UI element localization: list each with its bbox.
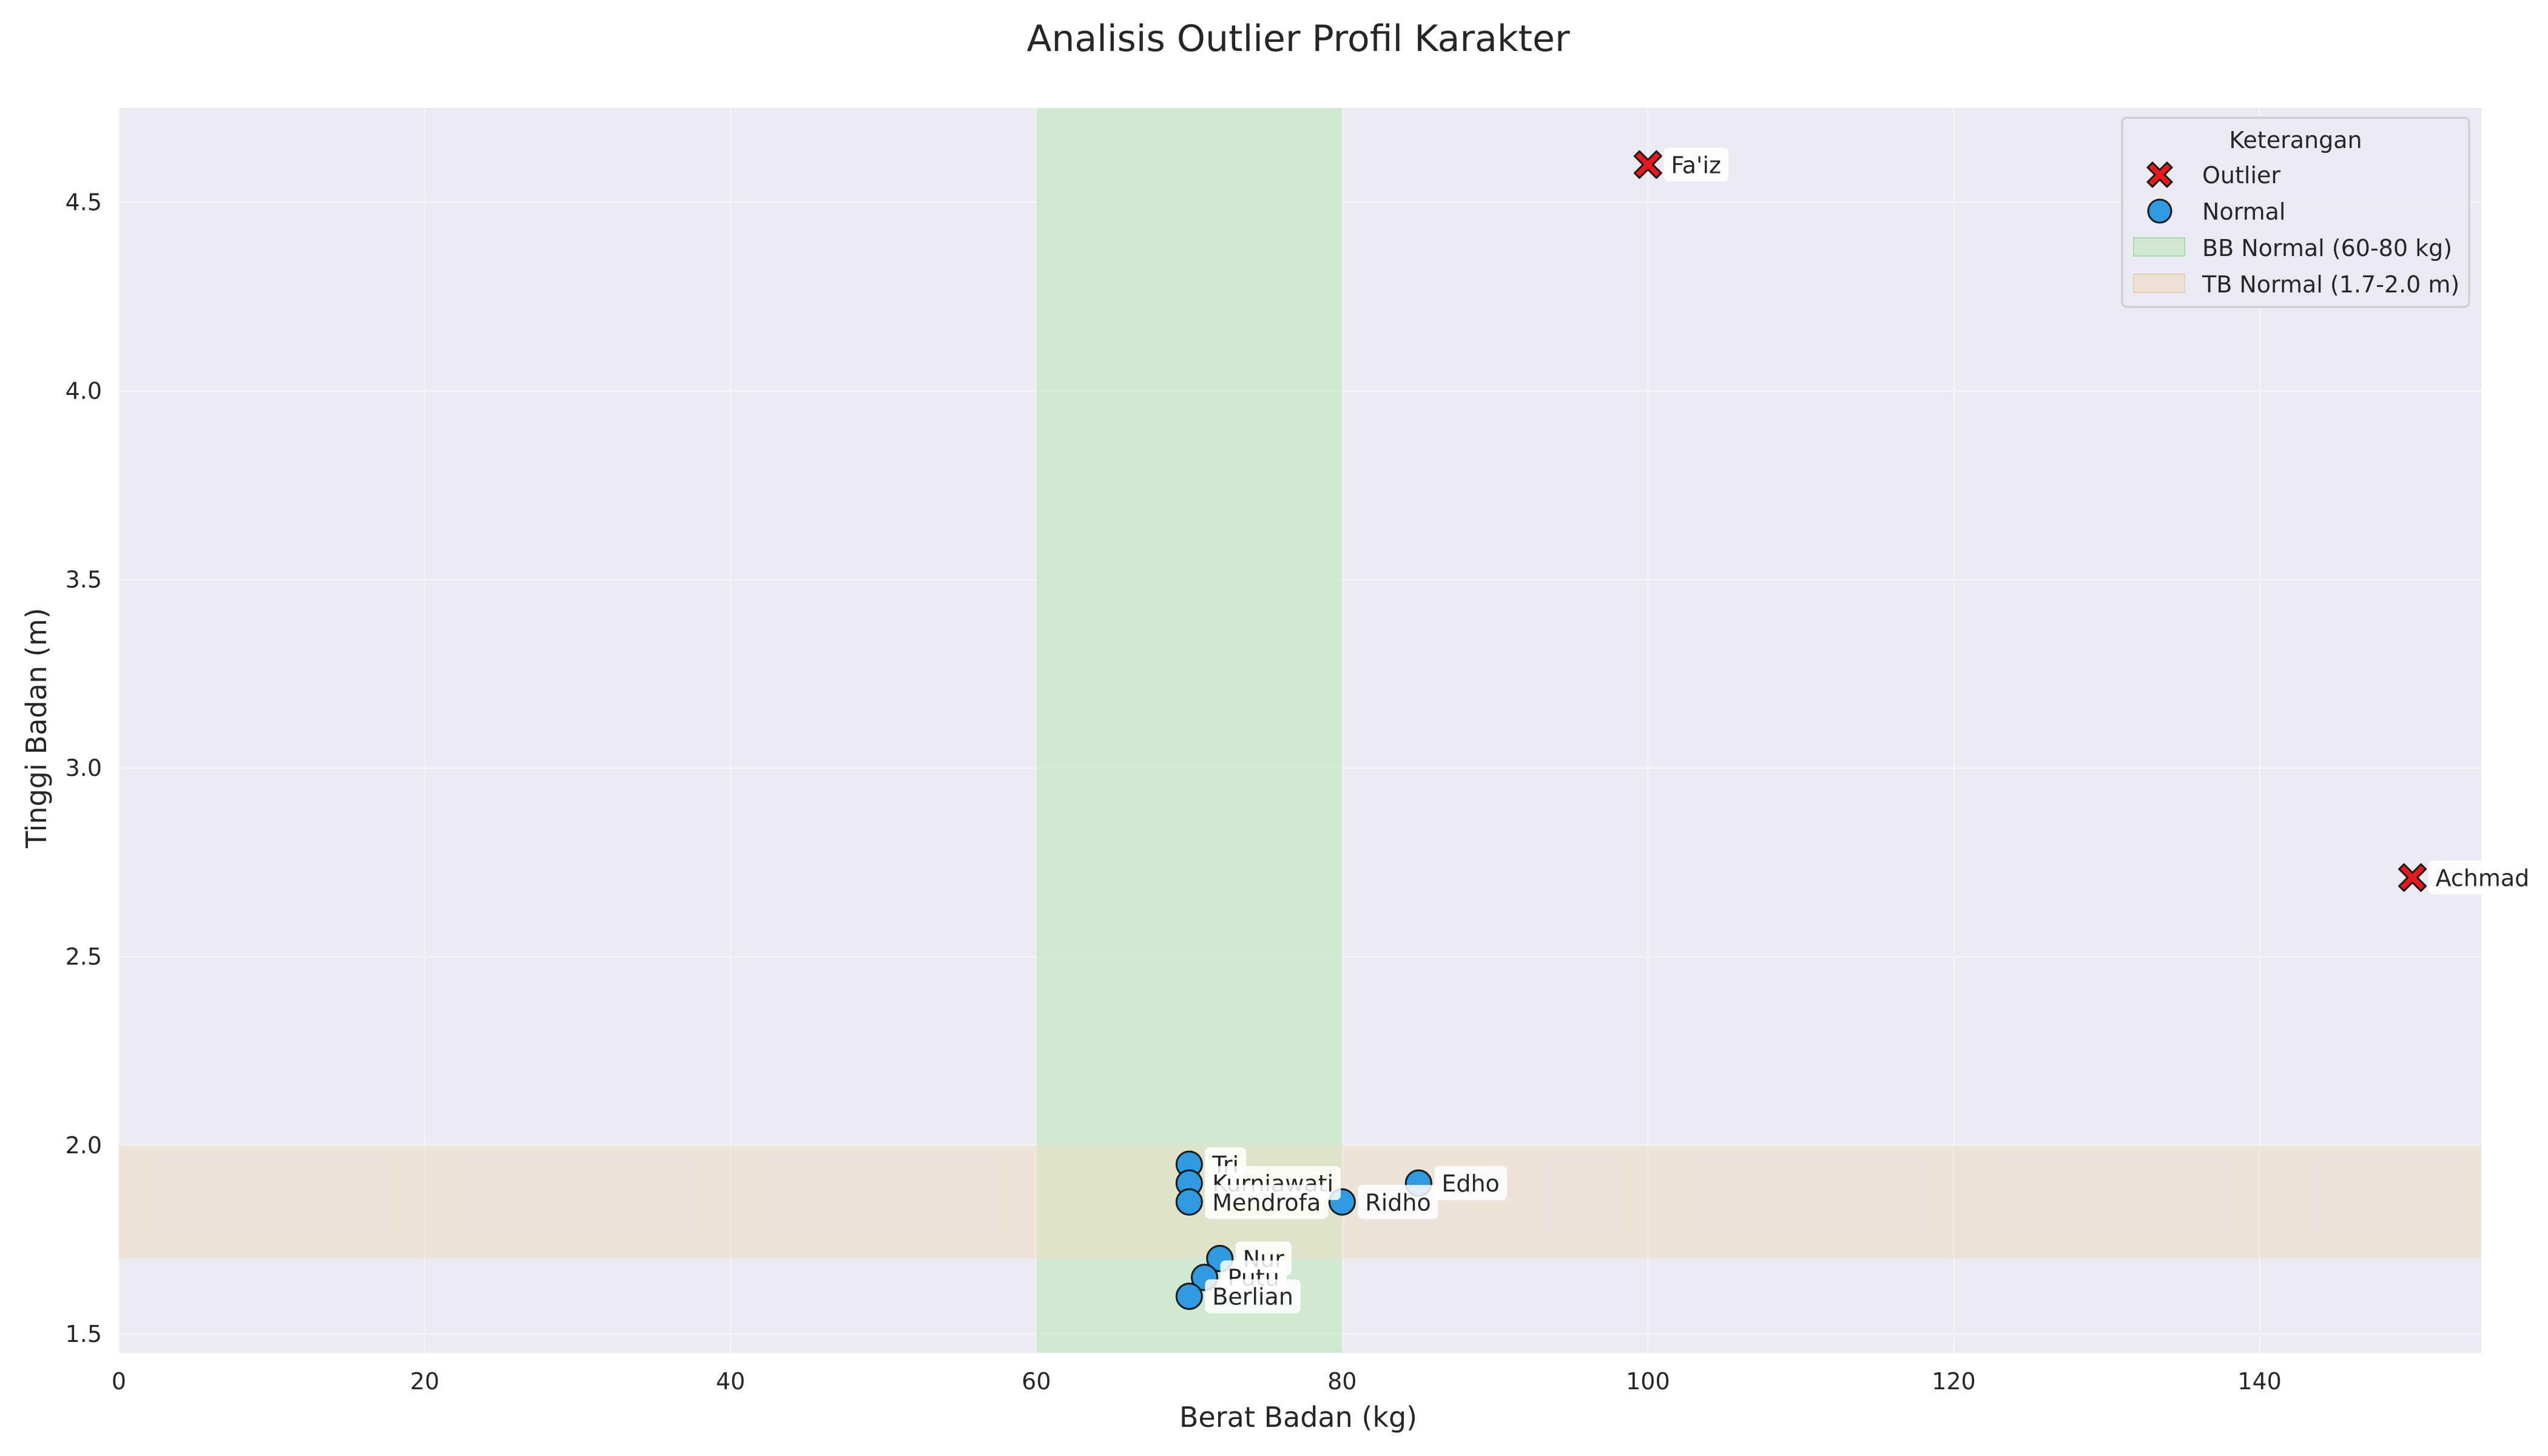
chart-title: Analisis Outlier Profil Karakter — [1026, 18, 1570, 60]
point-label-background — [1663, 147, 1728, 182]
point-label: Ridho — [1365, 1189, 1431, 1216]
y-tick-label: 2.0 — [66, 1132, 102, 1159]
point-label-background — [1205, 1279, 1301, 1313]
legend-label-outlier: Outlier — [2202, 162, 2280, 189]
legend: Keterangan Outlier Normal BB Normal (60-… — [2121, 116, 2470, 308]
point-label-background — [1434, 1166, 1507, 1201]
legend-label-bb-band: BB Normal (60-80 kg) — [2202, 235, 2452, 261]
y-tick-label: 2.5 — [66, 943, 102, 970]
y-tick-label: 1.5 — [66, 1321, 102, 1347]
x-tick-label: 60 — [1022, 1368, 1051, 1395]
legend-normal-marker — [2147, 198, 2172, 224]
normal-point — [1175, 1188, 1203, 1216]
x-tick-label: 20 — [410, 1368, 439, 1395]
normal-range-bands — [119, 108, 2481, 1353]
x-tick-label: 40 — [716, 1368, 745, 1395]
normal-point — [1175, 1282, 1203, 1310]
point-label: Edho — [1441, 1170, 1499, 1197]
point-label-background — [2428, 860, 2537, 895]
y-tick-label: 4.0 — [66, 377, 102, 404]
x-tick-label: 120 — [1932, 1368, 1976, 1395]
y-tick-label: 3.0 — [66, 755, 102, 781]
x-tick-label: 80 — [1327, 1368, 1357, 1395]
point-labels: Fa'izAchmadTriKurniawatiMendrofaEdhoRidh… — [1205, 147, 2537, 1313]
axis-ticks: 0 20 40 60 80 100 120 140 1.5 2.0 2.5 3.0 3.5 4.0 4.5 — [66, 189, 2282, 1395]
legend-label-normal: Normal — [2202, 198, 2286, 225]
point-label: Achmad — [2436, 865, 2530, 892]
outlier-point — [1633, 150, 1662, 179]
x-tick-label: 140 — [2237, 1368, 2282, 1395]
point-label-background — [1358, 1185, 1438, 1219]
point-label: Fa'iz — [1671, 152, 1721, 178]
outlier-point — [2398, 863, 2427, 892]
y-tick-label: 3.5 — [66, 566, 102, 593]
legend-outlier-marker — [2146, 161, 2173, 188]
x-axis-label: Berat Badan (kg) — [1179, 1401, 1417, 1434]
legend-title: Keterangan — [2229, 127, 2362, 153]
x-tick-label: 100 — [1626, 1368, 1670, 1395]
y-tick-label: 4.5 — [66, 189, 102, 215]
legend-label-tb-band: TB Normal (1.7-2.0 m) — [2202, 271, 2459, 298]
legend-tb-band-swatch — [2133, 274, 2185, 293]
legend-outlier-x — [2146, 161, 2173, 188]
point-label-background — [1205, 1185, 1329, 1219]
legend-box — [2121, 116, 2470, 308]
x-tick-label: 0 — [112, 1368, 126, 1395]
point-label: Mendrofa — [1212, 1189, 1321, 1216]
legend-bb-band-swatch — [2133, 237, 2185, 257]
point-label: Berlian — [1212, 1284, 1293, 1310]
y-axis-label: Tinggi Badan (m) — [20, 608, 53, 849]
